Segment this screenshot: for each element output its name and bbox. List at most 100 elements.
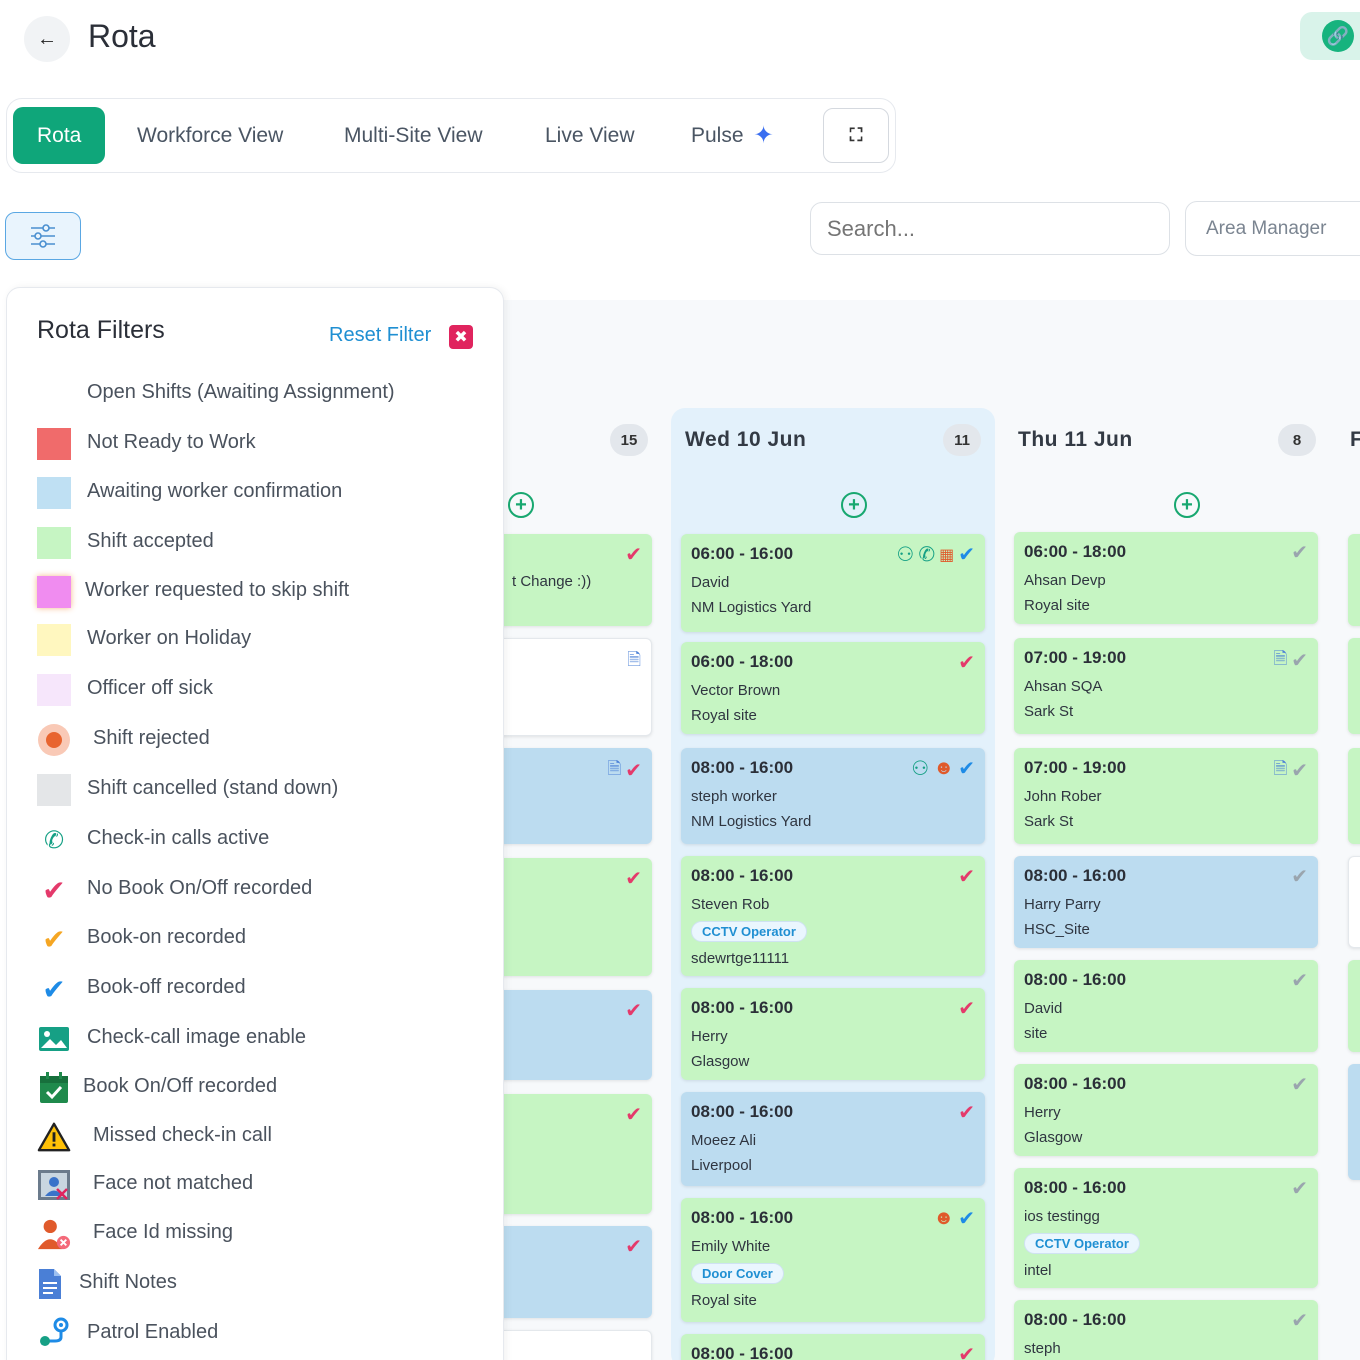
filter-toggle-button[interactable] [5, 212, 81, 260]
grey-check-icon: ✔ [1291, 650, 1308, 672]
calendar-check-icon [37, 1072, 71, 1104]
notes-icon: 🗎 [1273, 649, 1288, 668]
page-title: Rota [88, 18, 156, 54]
role-badge: Door Cover [691, 1263, 784, 1284]
filter-face-id-missing[interactable]: Face Id missing [37, 1214, 487, 1254]
share-link-button[interactable]: 🔗 [1300, 12, 1360, 60]
phone-check-icon: ✆ [43, 826, 65, 854]
link-icon: 🔗 [1322, 20, 1354, 52]
filter-skip-shift[interactable]: Worker requested to skip shift [37, 572, 487, 612]
shift-card[interactable] [1348, 856, 1360, 948]
red-check-icon: ✔ [625, 1000, 642, 1022]
notes-icon: 🗎 [607, 759, 622, 778]
shift-card[interactable]: 08:00 - 16:00 Herry Glasgow ✔ [1014, 1064, 1318, 1156]
shift-card[interactable]: 06:00 - 18:00 Vector Brown Royal site ✔ [681, 642, 985, 734]
color-swatch [37, 624, 71, 656]
shift-count-badge: 15 [610, 424, 648, 456]
shift-card[interactable]: 08:00 - 16:00 steph ✔ [1014, 1300, 1318, 1360]
rota-filters-panel: Rota Filters Reset Filter ✖ Open Shifts … [6, 287, 504, 1360]
reset-filter-link[interactable]: Reset Filter [329, 324, 432, 346]
filter-check-call-image[interactable]: Check-call image enable [37, 1019, 487, 1059]
red-check-icon: ✔ [958, 998, 975, 1020]
grey-check-icon: ✔ [1291, 1310, 1308, 1332]
filter-face-not-matched[interactable]: Face not matched [37, 1165, 487, 1205]
red-check-icon: ✔ [625, 1236, 642, 1258]
color-swatch [37, 774, 71, 806]
add-shift-button[interactable]: + [508, 492, 534, 518]
color-swatch [37, 527, 71, 559]
image-icon [37, 1023, 71, 1055]
back-button[interactable]: ← [24, 16, 70, 62]
filters-title: Rota Filters [37, 316, 165, 344]
shift-card[interactable] [1348, 638, 1360, 734]
filter-not-ready[interactable]: Not Ready to Work [37, 424, 487, 464]
filter-holiday[interactable]: Worker on Holiday [37, 620, 487, 660]
filter-shift-cancelled[interactable]: Shift cancelled (stand down) [37, 770, 487, 810]
shift-card[interactable]: 08:00 - 16:00 ios testingg CCTV Operator… [1014, 1168, 1318, 1288]
shift-card[interactable]: 06:00 - 18:00 Ahsan Devp Royal site ✔ [1014, 532, 1318, 624]
red-check-icon: ✔ [625, 1104, 642, 1126]
tab-rota[interactable]: Rota [13, 107, 106, 164]
close-icon[interactable]: ✖ [449, 325, 473, 349]
shift-card[interactable] [1348, 748, 1360, 844]
grey-check-icon: ✔ [1291, 542, 1308, 564]
face-missing-icon: ☻ [933, 757, 955, 779]
filter-check-in-calls[interactable]: ✆ Check-in calls active [37, 820, 487, 860]
filter-shift-notes[interactable]: Shift Notes [37, 1264, 487, 1304]
filter-awaiting-confirmation[interactable]: Awaiting worker confirmation [37, 473, 487, 513]
filter-no-book-on-off[interactable]: ✔ No Book On/Off recorded [37, 870, 487, 910]
shift-card[interactable]: 06:00 - 16:00 David NM Logistics Yard ⚇ … [681, 534, 985, 632]
filter-open-shifts[interactable]: Open Shifts (Awaiting Assignment) [37, 374, 487, 414]
notes-icon: 🗎 [627, 650, 641, 669]
filter-off-sick[interactable]: Officer off sick [37, 670, 487, 710]
arrow-left-icon: ← [37, 27, 57, 50]
shift-card[interactable]: 08:00 - 16:00 Emily White Door Cover Roy… [681, 1198, 985, 1322]
color-swatch [37, 428, 71, 460]
filter-patrol-enabled[interactable]: Patrol Enabled [37, 1314, 487, 1354]
tab-multi-site-view[interactable]: Multi-Site View [344, 123, 483, 147]
warning-icon [37, 1121, 71, 1153]
search-input[interactable] [810, 202, 1170, 255]
color-swatch [37, 378, 71, 410]
shift-card[interactable]: 08:00 - 16:00 Steven Rob CCTV Operator s… [681, 856, 985, 976]
add-shift-button[interactable]: + [841, 492, 867, 518]
tab-pulse[interactable]: Pulse ✦ [691, 122, 774, 149]
area-manager-select[interactable]: Area Manager [1185, 201, 1360, 256]
shift-card[interactable]: 08:00 - 16:00 Herry Glasgow ✔ [681, 988, 985, 1080]
color-swatch [37, 576, 71, 608]
shift-card[interactable] [1348, 960, 1360, 1052]
red-check-icon: ✔ [958, 866, 975, 888]
grey-check-icon: ✔ [1291, 1074, 1308, 1096]
tab-live-view[interactable]: Live View [545, 123, 635, 147]
shift-card[interactable]: 07:00 - 19:00 Ahsan SQA Sark St 🗎 ✔ [1014, 638, 1318, 734]
filter-book-off[interactable]: ✔ Book-off recorded [37, 969, 487, 1009]
patrol-icon [37, 1317, 71, 1350]
color-swatch [37, 724, 71, 756]
blue-double-check-icon: ✔ [42, 973, 66, 1005]
red-check-icon: ✔ [625, 760, 642, 782]
blue-double-check-icon: ✔ [958, 544, 975, 566]
shift-card[interactable] [1348, 1064, 1360, 1180]
shift-card[interactable] [1348, 534, 1360, 626]
shift-card[interactable]: 08:00 - 16:00 ✔ [681, 1334, 985, 1360]
shift-card[interactable]: 08:00 - 16:00 steph worker NM Logistics … [681, 748, 985, 844]
face-missing-icon [37, 1218, 71, 1250]
add-shift-button[interactable]: + [1174, 492, 1200, 518]
day-column-thu-11-jun: Thu 11 Jun 8 + 06:00 - 18:00 Ahsan Devp … [1004, 408, 1328, 1360]
filter-book-on-off-recorded[interactable]: Book On/Off recorded [37, 1068, 487, 1108]
shift-card[interactable]: 08:00 - 16:00 Moeez Ali Liverpool ✔ [681, 1092, 985, 1186]
role-badge: CCTV Operator [1024, 1233, 1140, 1254]
filter-book-on[interactable]: ✔ Book-on recorded [37, 919, 487, 959]
day-column: F [1338, 408, 1360, 1360]
grey-check-icon: ✔ [1291, 1178, 1308, 1200]
shift-card[interactable]: 08:00 - 16:00 Harry Parry HSC_Site ✔ [1014, 856, 1318, 948]
tab-workforce-view[interactable]: Workforce View [137, 123, 284, 147]
day-column-wed-10-jun: Wed 10 Jun 11 + 06:00 - 16:00 David NM L… [671, 408, 995, 1360]
filter-missed-check-in[interactable]: Missed check-in call [37, 1117, 487, 1157]
fullscreen-button[interactable]: ⛶ [823, 108, 889, 163]
filter-shift-rejected[interactable]: Shift rejected [37, 720, 487, 760]
filter-shift-accepted[interactable]: Shift accepted [37, 523, 487, 563]
shift-card[interactable]: 07:00 - 19:00 John Rober Sark St 🗎 ✔ [1014, 748, 1318, 844]
red-check-icon: ✔ [42, 874, 66, 906]
shift-card[interactable]: 08:00 - 16:00 David site ✔ [1014, 960, 1318, 1052]
